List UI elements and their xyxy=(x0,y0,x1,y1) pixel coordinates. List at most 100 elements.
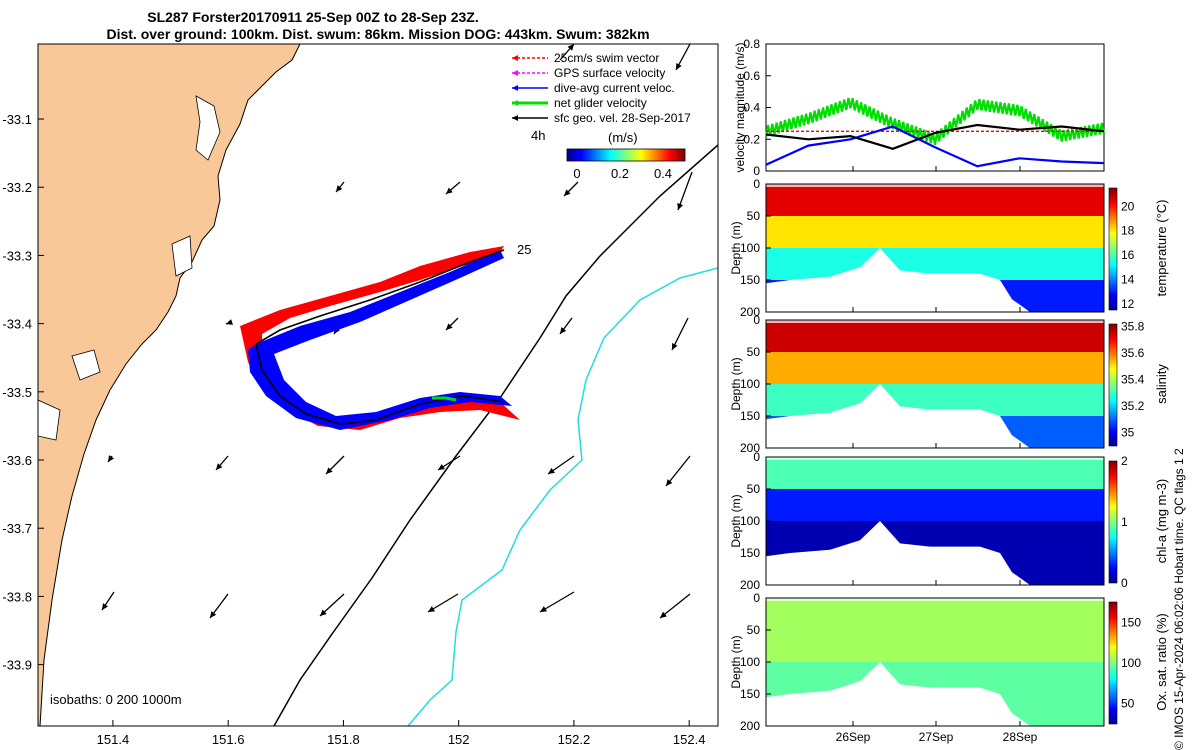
section-y-label: Depth (m) xyxy=(729,494,743,547)
section-colorbar xyxy=(1108,187,1118,311)
velocity-y-tick-label: 0.6 xyxy=(743,69,760,83)
geo-velocity-arrowhead xyxy=(216,463,223,470)
section-colorbar-tick: 35 xyxy=(1121,426,1135,440)
section-no-data-mask xyxy=(766,248,1030,312)
map-y-tick-label: -33.4 xyxy=(2,317,32,332)
section-colorbar-tick: 18 xyxy=(1121,224,1135,238)
geo-velocity-arrowhead xyxy=(102,603,109,610)
map-x-tick-label: 151.8 xyxy=(327,732,360,747)
geo-velocity-arrowhead xyxy=(428,606,435,612)
section-y-tick-label: 50 xyxy=(747,209,761,223)
section-colorbar-label: Ox. sat. ratio (%) xyxy=(1154,613,1169,711)
map-y-tick-label: -33.6 xyxy=(2,453,32,468)
map-panel: 25 151.4 151.6 151.8 152 152.2 152.4 -33.1-33… xyxy=(2,43,719,747)
legend-arrowhead xyxy=(512,115,518,121)
geo-velocity-arrowhead xyxy=(438,464,445,470)
geo-velocity-arrowhead xyxy=(320,609,327,616)
section-colorbar-label: chl-a (mg m-3) xyxy=(1154,479,1169,564)
section-colorbar xyxy=(1108,460,1118,584)
map-frame xyxy=(37,43,719,727)
geo-velocity-arrow xyxy=(677,171,693,211)
geo-velocity-arrowhead xyxy=(666,479,673,486)
section-y-tick-label: 50 xyxy=(747,482,761,496)
section-y-tick-label: 200 xyxy=(740,719,760,733)
time-axis: 26Sep 27Sep 28Sep xyxy=(836,730,1038,744)
section-colorbar-tick: 35.2 xyxy=(1121,399,1145,413)
geo-velocity-arrowhead xyxy=(540,606,547,612)
legend-label: net glider velocity xyxy=(554,96,647,110)
time-tick-label: 28Sep xyxy=(1003,730,1038,744)
map-y-tick-label: -33.3 xyxy=(2,248,32,263)
section-colorbar-tick: 14 xyxy=(1121,273,1135,287)
geo-velocity-arrowhead xyxy=(326,467,333,474)
section-colorbar xyxy=(1108,323,1118,447)
colorbar-tick: 0 xyxy=(573,166,580,181)
section-depth-layer xyxy=(766,352,1104,384)
section-colorbar-tick: 0 xyxy=(1121,576,1128,590)
section-colorbar-tick: 35.8 xyxy=(1121,320,1145,334)
section-depth-layer xyxy=(766,489,1104,521)
geo-velocity-arrowhead xyxy=(567,44,574,51)
section-colorbar xyxy=(1108,601,1118,725)
section-y-tick-label: 100 xyxy=(740,514,760,528)
geo-velocity-arrowhead xyxy=(108,455,115,462)
geo-velocity-arrowhead xyxy=(677,203,684,210)
section-depth-layer xyxy=(766,457,1104,489)
map-y-ticks: -33.1 -33.2 -33.3 -33.4 -33.5 -33.6 -33.7 -33.8… xyxy=(2,112,44,673)
isobaths-label: isobaths: 0 200 1000m xyxy=(50,692,182,707)
geo-velocity-arrowhead xyxy=(676,63,682,70)
section-depth-layer xyxy=(766,320,1104,352)
net-glider-track xyxy=(255,249,505,425)
section-colorbar-tick: 35.6 xyxy=(1121,346,1145,360)
geo-velocity-arrowhead xyxy=(660,611,667,618)
coastal-lagoon xyxy=(171,235,193,277)
section-depth-layer xyxy=(766,216,1104,248)
legend-arrowhead xyxy=(512,85,518,91)
copyright-notice: © IMOS 15-Apr-2024 06:02:06 Hobart time.… xyxy=(1172,448,1186,750)
geo-velocity-arrowhead xyxy=(446,323,453,330)
velocity-series-line xyxy=(765,123,1105,150)
section-depth-layer xyxy=(766,184,1104,216)
section-no-data-mask xyxy=(766,384,1030,448)
velocity-y-label: velocity magnitude (m/s) xyxy=(733,42,747,172)
section-y-tick-label: 100 xyxy=(740,655,760,669)
time-tick-label: 27Sep xyxy=(919,730,954,744)
section-surface-gap xyxy=(766,320,1104,323)
coastal-lagoon xyxy=(195,95,221,161)
section-y-tick-label: 100 xyxy=(740,241,760,255)
section-y-tick-label: 150 xyxy=(740,409,760,423)
velocity-y-tick-label: 0 xyxy=(753,164,760,178)
section-y-tick-label: 150 xyxy=(740,546,760,560)
map-x-tick-label: 152 xyxy=(448,732,470,747)
velocity-series-line xyxy=(765,125,1105,168)
section-colorbar-tick: 100 xyxy=(1121,656,1141,670)
section-colorbar-tick: 12 xyxy=(1121,297,1135,311)
coastal-lagoon xyxy=(38,399,61,441)
section-colorbar-tick: 35.4 xyxy=(1121,373,1145,387)
section-colorbar-tick: 1 xyxy=(1121,515,1128,529)
sfc-geo-velocity-arrows xyxy=(101,44,693,619)
map-x-tick-label: 151.6 xyxy=(212,732,245,747)
legend-arrowhead xyxy=(512,70,518,76)
section-no-data-mask xyxy=(766,521,1030,585)
title-line1: SL287 Forster20170911 25-Sep 00Z to 28-S… xyxy=(147,9,479,25)
section-y-label: Depth (m) xyxy=(729,221,743,274)
time-step-label: 4h xyxy=(531,128,545,143)
section-colorbar-tick: 16 xyxy=(1121,248,1135,262)
section-y-tick-label: 0 xyxy=(753,450,760,464)
map-y-tick-label: -33.5 xyxy=(2,385,32,400)
isobath-1000m xyxy=(407,267,718,726)
section-colorbar-tick: 50 xyxy=(1121,697,1135,711)
section-colorbar-tick: 150 xyxy=(1121,615,1141,629)
geo-velocity-arrowhead xyxy=(226,319,233,325)
isobath-200m xyxy=(273,144,718,726)
section-y-tick-label: 0 xyxy=(753,313,760,327)
velocity-y-tick-label: 0.8 xyxy=(743,37,760,51)
legend-arrowhead xyxy=(512,55,518,61)
velocity-series-line xyxy=(764,97,1106,145)
section-y-tick-label: 150 xyxy=(740,687,760,701)
section-y-tick-label: 0 xyxy=(753,591,760,605)
